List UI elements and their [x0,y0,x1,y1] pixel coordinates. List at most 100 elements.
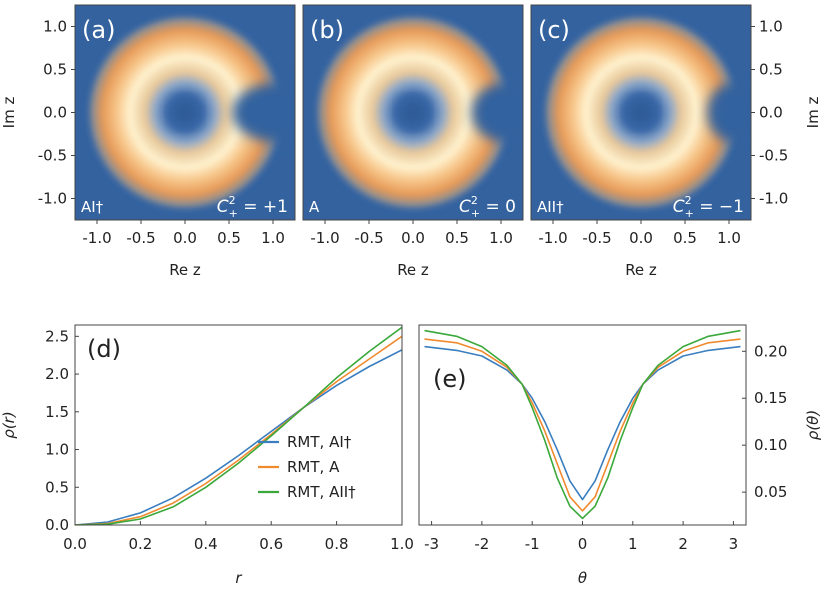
y-tick-label: 0.20 [754,342,787,360]
x-tick-label: 1.0 [489,229,513,247]
x-tick-label: -0.5 [582,229,611,247]
x-axis-label: Re z [397,261,429,279]
density-center-hole [398,97,428,128]
y-tick-label: 0.5 [43,61,67,79]
x-axis-label: Re z [625,261,657,279]
plot-frame [418,324,747,526]
symmetry-class-label: AI† [81,198,104,216]
y-tick-label: -1.0 [38,190,67,208]
x-tick-label: 1 [628,535,638,553]
x-tick-label: 0.2 [128,535,152,553]
panel-e: (e) -3 -2 -1 0 1 2 3 θ 0.05 0.10 0.15 0.20 ρ(θ) [418,324,822,587]
y-tick-label: 2.5 [45,327,69,345]
series-group [424,329,741,520]
x-axis-label: r [235,569,242,587]
x-tick-label: 0.4 [194,535,218,553]
density-ring [540,12,751,213]
c-plus-squared-label: C2 + = −1 [673,194,744,220]
plot-frame [74,324,403,526]
x-tick-label: 0.5 [673,229,697,247]
y-tick-label: 0.0 [45,516,69,534]
y-tick-label: -0.5 [759,147,788,165]
series-line [424,345,741,501]
panel-label: (d) [87,335,121,363]
y-tick-label: 1.0 [45,441,69,459]
x-tick-label: 0.0 [629,229,653,247]
density-center-hole [170,97,200,128]
density-notch [707,82,751,143]
x-axis-label: Re z [169,261,201,279]
y-axis-label: ρ(θ) [804,410,822,440]
symmetry-class-label: A [309,198,320,216]
c-symbol: C [459,197,471,217]
x-tick-label: 1.0 [717,229,741,247]
panel-d: (d) 0.0 0.2 0.4 0.6 0.8 1.0 r 0.0 0.5 1.0 1.5 2.0 2.5… [0,324,414,587]
panel-label: (c) [538,16,570,44]
c-symbol: C [673,197,685,217]
c-subscript: + [685,207,694,220]
c-plus-squared-label: C2 + = +1 [217,194,288,220]
y-tick-label: -1.0 [759,190,788,208]
series-line [75,335,402,525]
y-tick-label: 1.5 [45,403,69,421]
x-tick-label: 1.0 [390,535,414,553]
panel-label: (b) [310,16,344,44]
series-line [424,338,741,512]
x-tick-label: -1.0 [82,229,111,247]
c-value: = +1 [238,197,288,217]
x-tick-label: 0.8 [325,535,349,553]
panel-b: (b) A C2 + = 0 -1.0 -0.5 0.0 0.5 1.0 Re z [302,4,524,279]
x-tick-label: -1.0 [310,229,339,247]
y-tick-label: 0.0 [43,104,67,122]
series-line [424,329,741,520]
symmetry-class-label: AII† [537,198,564,216]
x-tick-label: 1.0 [261,229,285,247]
series-line [75,326,402,525]
y-tick-label: 0.05 [754,483,787,501]
legend: RMT, AI† RMT, A RMT, AII† [258,433,356,501]
x-tick-label: -2 [474,535,489,553]
x-tick-label: -1 [525,535,540,553]
panel-a: (a) AI† C2 + = +1 -1.0 -0.5 0.0 0.5 1.0 Re z 1.0 0.… [0,4,296,279]
density-ring [84,12,295,213]
x-tick-label: 0.0 [63,535,87,553]
legend-entry: RMT, A [287,458,340,476]
panel-c: (c) AII† C2 + = −1 -1.0 -0.5 0.0 0.5 1.0 Re z 1.0 0… [530,4,822,279]
c-symbol: C [217,197,229,217]
y-tick-label: 0.15 [754,389,787,407]
c-superscript: 2 [685,194,692,207]
x-tick-label: -0.5 [126,229,155,247]
y-axis-label: Im z [804,97,822,129]
series-group [75,326,402,525]
y-axis-label: ρ(r) [0,411,18,438]
x-tick-label: 0.6 [259,535,283,553]
y-tick-label: 1.0 [759,18,783,36]
x-tick-label: 0.5 [445,229,469,247]
x-tick-label: 2 [678,535,688,553]
y-tick-label: 0.10 [754,436,787,454]
c-superscript: 2 [471,194,478,207]
y-tick-label: 0.5 [759,61,783,79]
legend-entry: RMT, AII† [287,483,356,501]
x-tick-label: -3 [424,535,439,553]
y-tick-label: 2.0 [45,365,69,383]
y-tick-label: -0.5 [38,147,67,165]
panel-label: (e) [433,365,467,393]
y-tick-label: 0.0 [759,104,783,122]
x-tick-label: 0.0 [401,229,425,247]
x-tick-label: 0 [578,535,588,553]
density-notch [232,82,295,143]
legend-entry: RMT, AI† [287,433,352,451]
density-center-hole [626,97,656,128]
c-subscript: + [229,207,238,220]
c-superscript: 2 [229,194,236,207]
c-plus-squared-label: C2 + = 0 [459,194,516,220]
c-value: = 0 [480,197,516,217]
c-value: = −1 [694,197,744,217]
y-tick-label: 0.5 [45,478,69,496]
x-tick-label: -1.0 [538,229,567,247]
x-axis-label: θ [578,569,587,587]
x-tick-label: 0.0 [173,229,197,247]
x-tick-label: 0.5 [217,229,241,247]
